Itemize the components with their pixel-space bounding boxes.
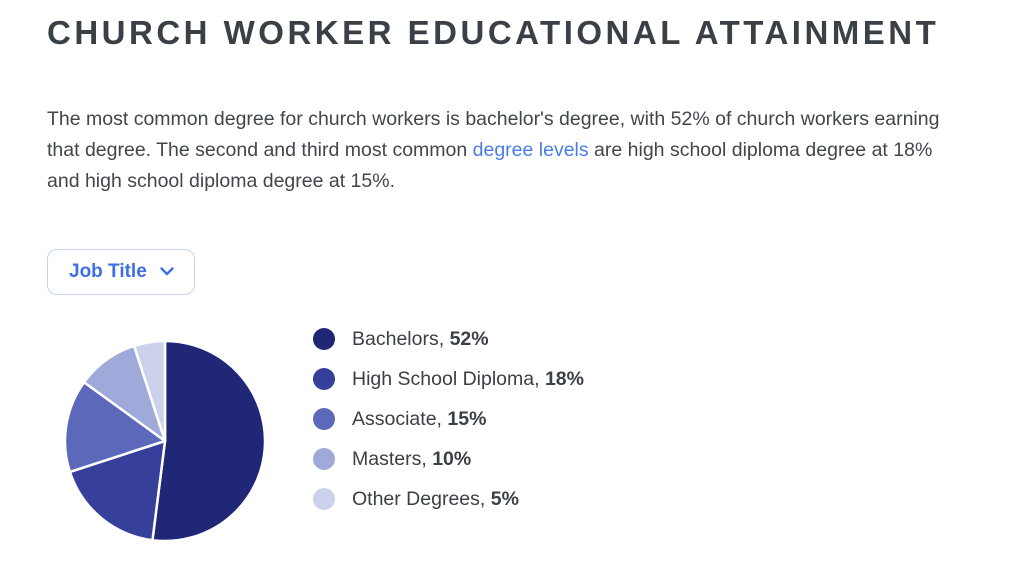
legend-value: 18%	[544, 367, 584, 390]
legend-color-dot	[313, 447, 335, 470]
legend-color-dot	[313, 487, 335, 510]
legend-label: Other Degrees,	[352, 487, 491, 510]
chart-section: Bachelors, 52% High School Diploma, 18% As…	[47, 327, 984, 546]
job-title-filter-label: Job Title	[69, 260, 147, 282]
pie-chart-svg	[63, 339, 267, 542]
legend-label: Bachelors,	[352, 327, 450, 350]
pie-slice-associate	[63, 380, 167, 473]
legend-item-high-school-diploma: High School Diploma, 18%	[313, 367, 584, 390]
legend-item-bachelors: Bachelors, 52%	[313, 327, 584, 350]
legend-value: 52%	[449, 327, 489, 350]
chevron-down-icon	[160, 267, 174, 276]
intro-text-after: are high school diploma degree at 18% an…	[47, 139, 933, 192]
page-title: CHURCH WORKER EDUCATIONAL ATTAINMENT	[47, 14, 940, 51]
intro-paragraph: The most common degree for church worker…	[47, 104, 959, 197]
legend-value: 15%	[447, 407, 487, 430]
pie-slice-bachelors	[151, 339, 267, 542]
page-container: CHURCH WORKER EDUCATIONAL ATTAINMENT The…	[47, 14, 984, 546]
pie-slice-other-degrees	[132, 339, 167, 442]
degree-levels-link[interactable]: degree levels	[472, 139, 589, 161]
legend-value: 10%	[432, 447, 472, 470]
legend-label: Associate,	[352, 407, 448, 430]
intro-text-before: The most common degree for church worker…	[47, 108, 940, 161]
job-title-filter-button[interactable]: Job Title	[47, 248, 195, 295]
pie-chart	[60, 336, 270, 546]
pie-slice-high-school-diploma	[68, 439, 167, 541]
chart-legend: Bachelors, 52% High School Diploma, 18% As…	[313, 327, 584, 528]
legend-item-associate: Associate, 15%	[313, 407, 584, 430]
legend-color-dot	[313, 327, 335, 350]
legend-color-dot	[313, 367, 335, 390]
legend-label: High School Diploma,	[352, 367, 545, 390]
legend-item-other-degrees: Other Degrees, 5%	[313, 487, 584, 510]
legend-item-masters: Masters, 10%	[313, 447, 584, 470]
legend-color-dot	[313, 407, 335, 430]
legend-label: Masters,	[352, 447, 433, 470]
legend-value: 5%	[490, 487, 519, 510]
